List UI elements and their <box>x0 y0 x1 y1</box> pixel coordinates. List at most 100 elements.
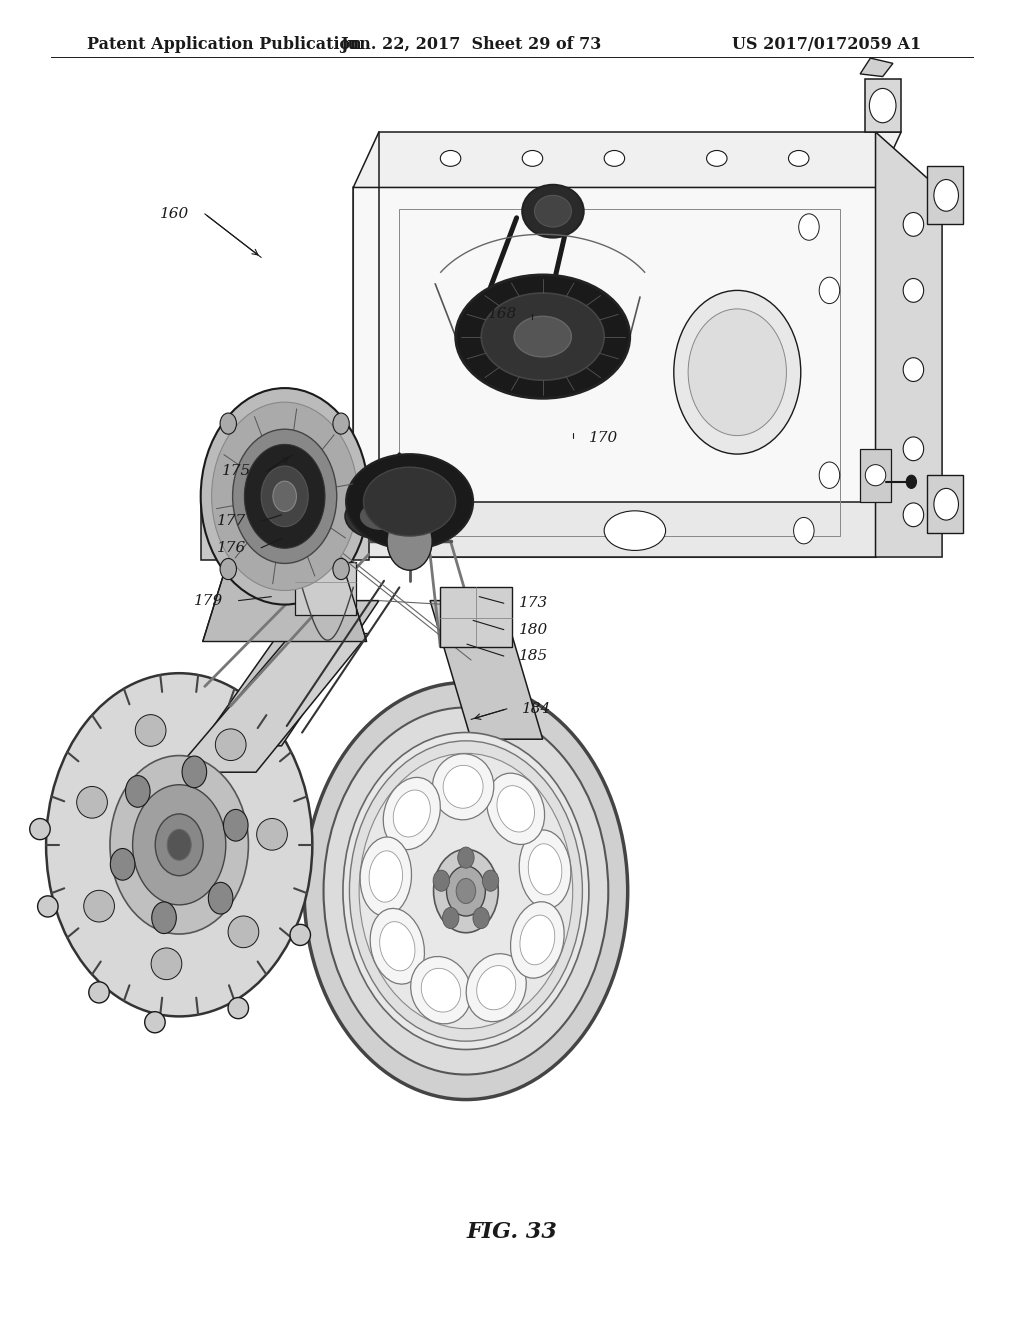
Ellipse shape <box>46 673 312 1016</box>
Polygon shape <box>203 576 367 642</box>
Ellipse shape <box>486 774 545 845</box>
Ellipse shape <box>903 503 924 527</box>
Ellipse shape <box>674 290 801 454</box>
Ellipse shape <box>906 475 916 488</box>
Polygon shape <box>865 79 901 132</box>
Text: 173: 173 <box>519 597 549 610</box>
Ellipse shape <box>273 482 296 511</box>
Ellipse shape <box>497 785 535 832</box>
Ellipse shape <box>477 966 516 1010</box>
Text: US 2017/0172059 A1: US 2017/0172059 A1 <box>732 37 922 53</box>
Ellipse shape <box>456 275 630 399</box>
Ellipse shape <box>519 830 571 908</box>
Ellipse shape <box>261 466 308 527</box>
Ellipse shape <box>144 1011 165 1032</box>
Ellipse shape <box>369 851 402 902</box>
Ellipse shape <box>511 902 564 978</box>
Text: Jun. 22, 2017  Sheet 29 of 73: Jun. 22, 2017 Sheet 29 of 73 <box>340 37 602 53</box>
Ellipse shape <box>440 150 461 166</box>
Polygon shape <box>201 503 369 560</box>
Ellipse shape <box>903 279 924 302</box>
Text: 180: 180 <box>519 623 549 636</box>
Polygon shape <box>860 58 893 77</box>
Ellipse shape <box>794 517 814 544</box>
Ellipse shape <box>442 907 459 928</box>
Polygon shape <box>440 587 512 647</box>
Ellipse shape <box>819 462 840 488</box>
Ellipse shape <box>466 953 526 1022</box>
Ellipse shape <box>443 766 483 808</box>
Text: 184: 184 <box>522 702 552 715</box>
Polygon shape <box>860 449 891 502</box>
Ellipse shape <box>345 492 417 539</box>
Text: 168: 168 <box>487 308 517 321</box>
Ellipse shape <box>135 714 166 746</box>
Ellipse shape <box>111 849 135 880</box>
Ellipse shape <box>215 729 246 760</box>
Polygon shape <box>174 634 369 772</box>
Ellipse shape <box>819 277 840 304</box>
Ellipse shape <box>788 150 809 166</box>
Ellipse shape <box>333 558 349 579</box>
Ellipse shape <box>167 829 191 861</box>
Ellipse shape <box>152 948 182 979</box>
Ellipse shape <box>208 882 232 913</box>
Ellipse shape <box>343 733 589 1049</box>
Polygon shape <box>295 562 356 615</box>
Ellipse shape <box>360 503 401 529</box>
Ellipse shape <box>522 185 584 238</box>
Ellipse shape <box>535 195 571 227</box>
Text: Patent Application Publication: Patent Application Publication <box>87 37 361 53</box>
Ellipse shape <box>364 467 456 536</box>
Ellipse shape <box>458 847 474 869</box>
Text: 179: 179 <box>194 594 223 607</box>
Polygon shape <box>430 601 543 739</box>
Ellipse shape <box>359 754 572 1028</box>
Ellipse shape <box>30 818 50 840</box>
Ellipse shape <box>433 849 499 933</box>
Ellipse shape <box>903 437 924 461</box>
Polygon shape <box>927 166 963 224</box>
Ellipse shape <box>349 741 583 1041</box>
Ellipse shape <box>220 413 237 434</box>
Ellipse shape <box>514 317 571 356</box>
Polygon shape <box>353 502 876 557</box>
Ellipse shape <box>421 969 461 1012</box>
Polygon shape <box>353 132 901 187</box>
Ellipse shape <box>482 870 499 891</box>
Ellipse shape <box>245 445 325 548</box>
Ellipse shape <box>84 890 115 921</box>
Ellipse shape <box>903 358 924 381</box>
Text: 170: 170 <box>589 432 618 445</box>
Ellipse shape <box>707 150 727 166</box>
Ellipse shape <box>133 784 225 906</box>
Polygon shape <box>353 187 876 557</box>
Polygon shape <box>876 132 942 557</box>
Ellipse shape <box>232 429 337 564</box>
Text: 175: 175 <box>221 465 251 478</box>
Ellipse shape <box>383 777 440 850</box>
Ellipse shape <box>89 982 110 1003</box>
Ellipse shape <box>528 843 562 895</box>
Ellipse shape <box>223 809 248 841</box>
Ellipse shape <box>446 866 485 916</box>
Ellipse shape <box>77 787 108 818</box>
Ellipse shape <box>304 682 628 1100</box>
Ellipse shape <box>156 814 203 875</box>
Ellipse shape <box>604 150 625 166</box>
Ellipse shape <box>380 921 415 972</box>
Ellipse shape <box>473 907 489 928</box>
Ellipse shape <box>432 754 494 820</box>
Ellipse shape <box>869 88 896 123</box>
Ellipse shape <box>182 756 207 788</box>
Ellipse shape <box>457 879 475 903</box>
Ellipse shape <box>38 896 58 917</box>
Ellipse shape <box>212 403 357 590</box>
Ellipse shape <box>201 388 369 605</box>
Ellipse shape <box>522 150 543 166</box>
Ellipse shape <box>903 213 924 236</box>
Ellipse shape <box>220 558 237 579</box>
Ellipse shape <box>228 998 249 1019</box>
Ellipse shape <box>604 511 666 550</box>
Ellipse shape <box>934 488 958 520</box>
